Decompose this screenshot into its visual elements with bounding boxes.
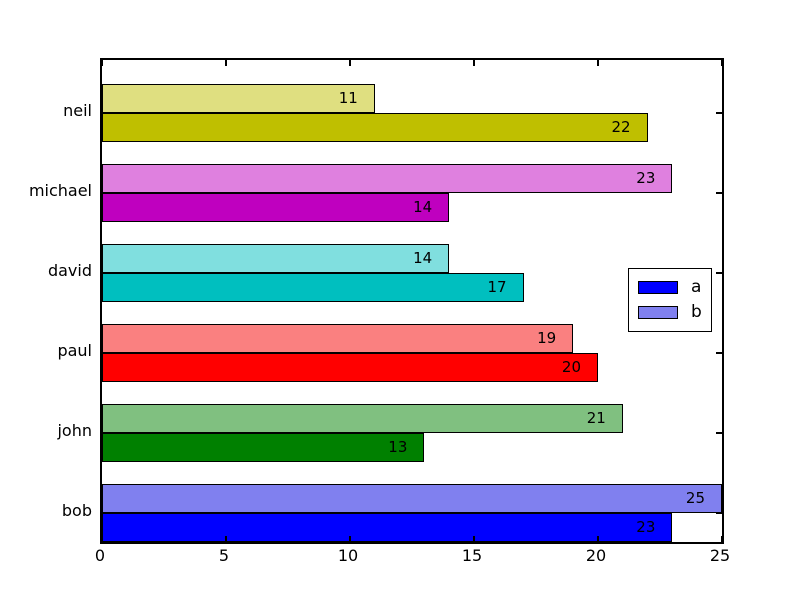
bar-john-series-a: 13 [102, 433, 425, 462]
y-tick-right [716, 512, 722, 514]
x-tick-bottom [349, 536, 351, 542]
y-category-label-neil: neil [63, 101, 92, 120]
bar-michael-series-a: 14 [102, 193, 450, 222]
bar-value-label: 11 [338, 89, 358, 107]
y-category-label-bob: bob [61, 501, 92, 520]
x-tick-bottom [597, 536, 599, 542]
bar-bob-series-b: 25 [102, 484, 722, 513]
bar-value-label: 19 [537, 329, 557, 347]
y-tick-right [716, 112, 722, 114]
y-tick-right [716, 192, 722, 194]
bar-david-series-a: 17 [102, 273, 524, 302]
x-tick-label: 15 [461, 546, 483, 565]
bar-john-series-b: 21 [102, 404, 623, 433]
x-tick-top [101, 60, 103, 66]
plot-area: 11 22 23 14 14 17 19 20 21 13 25 23 [100, 58, 724, 544]
bar-bob-series-a: 23 [102, 513, 673, 542]
y-tick-left [102, 432, 108, 434]
x-tick-top [473, 60, 475, 66]
bar-value-label: 17 [487, 278, 507, 296]
bar-value-label: 14 [413, 198, 433, 216]
y-tick-left [102, 192, 108, 194]
y-category-label-david: david [47, 261, 92, 280]
bar-value-label: 22 [611, 118, 631, 136]
bar-paul-series-a: 20 [102, 353, 598, 382]
x-tick-label: 25 [709, 546, 731, 565]
bar-value-label: 20 [561, 358, 581, 376]
bar-michael-series-b: 23 [102, 164, 673, 193]
bar-value-label: 21 [586, 409, 606, 427]
x-tick-label: 0 [94, 546, 106, 565]
bar-value-label: 14 [413, 249, 433, 267]
legend-entry-b: b [629, 304, 711, 321]
x-tick-bottom [101, 536, 103, 542]
legend-label: a [691, 277, 702, 297]
x-tick-bottom [721, 536, 723, 542]
x-tick-top [349, 60, 351, 66]
bar-neil-series-a: 22 [102, 113, 648, 142]
y-tick-right [716, 352, 722, 354]
bar-value-label: 23 [636, 518, 656, 536]
y-tick-right [716, 272, 722, 274]
x-tick-label: 10 [337, 546, 359, 565]
y-tick-left [102, 352, 108, 354]
legend-swatch-a [638, 281, 678, 294]
y-category-label-michael: michael [28, 181, 92, 200]
y-tick-left [102, 112, 108, 114]
x-tick-top [597, 60, 599, 66]
x-tick-top [721, 60, 723, 66]
bar-paul-series-b: 19 [102, 324, 574, 353]
legend-label: b [691, 302, 702, 322]
y-tick-left [102, 512, 108, 514]
bar-value-label: 23 [636, 169, 656, 187]
x-tick-label: 20 [585, 546, 607, 565]
bar-neil-series-b: 11 [102, 84, 375, 113]
legend-entry-a: a [629, 279, 711, 296]
y-tick-left [102, 272, 108, 274]
bar-value-label: 25 [685, 489, 705, 507]
y-tick-right [716, 432, 722, 434]
x-tick-bottom [473, 536, 475, 542]
bar-david-series-b: 14 [102, 244, 450, 273]
legend-swatch-b [638, 306, 678, 319]
y-category-label-john: john [57, 421, 92, 440]
x-tick-top [225, 60, 227, 66]
y-category-label-paul: paul [57, 341, 92, 360]
bar-value-label: 13 [388, 438, 408, 456]
x-tick-bottom [225, 536, 227, 542]
x-tick-label: 5 [218, 546, 230, 565]
